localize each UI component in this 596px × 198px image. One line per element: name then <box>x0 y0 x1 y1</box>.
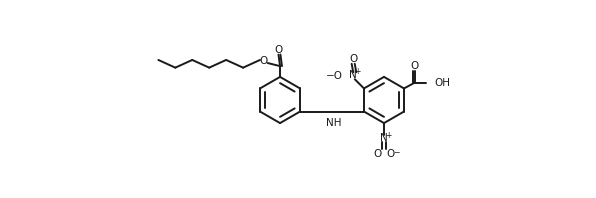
Text: −: − <box>393 148 399 157</box>
Text: O: O <box>410 61 418 71</box>
Text: +: + <box>355 67 361 76</box>
Text: N: N <box>349 70 357 80</box>
Text: O: O <box>349 54 358 64</box>
Text: O: O <box>386 149 395 159</box>
Text: O: O <box>275 45 283 55</box>
Text: O: O <box>259 56 267 66</box>
Text: NH: NH <box>326 118 342 129</box>
Text: N: N <box>380 133 388 144</box>
Text: OH: OH <box>434 78 450 88</box>
Text: +: + <box>386 131 392 140</box>
Text: −O: −O <box>325 71 343 81</box>
Text: O: O <box>374 149 382 159</box>
